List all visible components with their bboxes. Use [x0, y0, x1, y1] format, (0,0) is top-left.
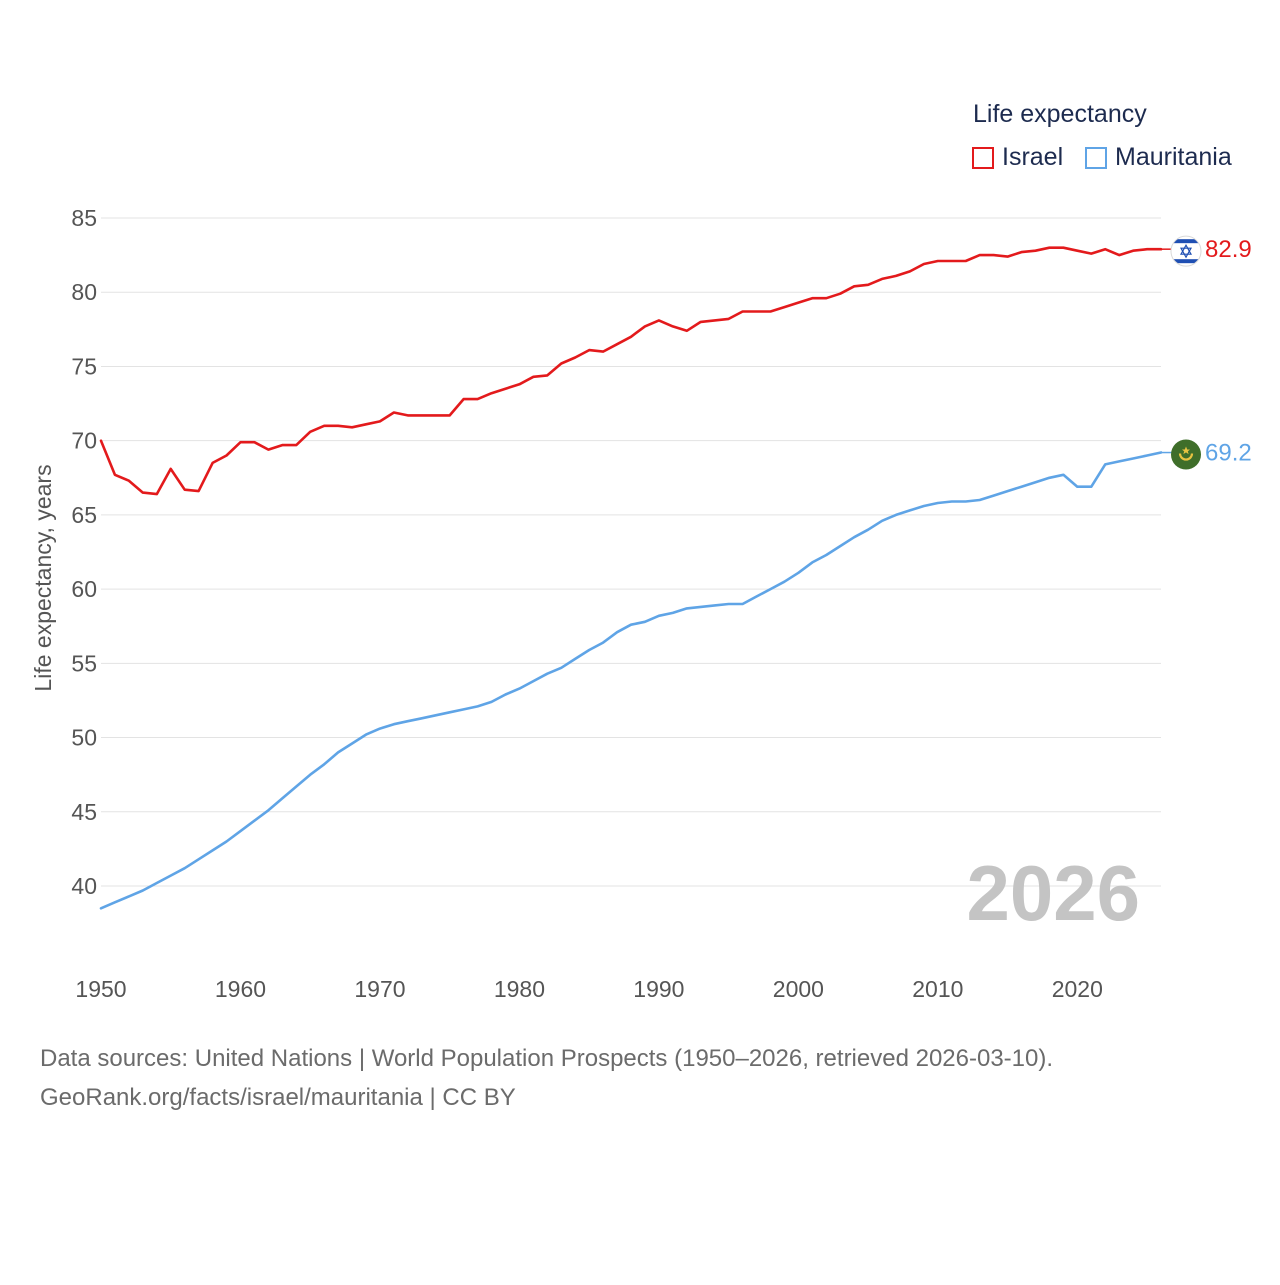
x-tick-label: 1990: [633, 976, 684, 1002]
y-tick-label: 45: [71, 799, 97, 825]
y-tick-label: 55: [71, 650, 97, 676]
x-tick-label: 1970: [354, 976, 405, 1002]
legend-title: Life expectancy: [973, 100, 1147, 128]
x-tick-label: 1980: [494, 976, 545, 1002]
y-tick-label: 75: [71, 353, 97, 379]
footer-credit[interactable]: GeoRank.org/facts/israel/mauritania | CC…: [40, 1084, 516, 1111]
legend-label-israel: Israel: [1002, 143, 1064, 171]
year-watermark: 2026: [966, 849, 1140, 937]
y-tick-label: 80: [71, 279, 97, 305]
legend-swatch-mauritania: [1085, 146, 1107, 169]
y-axis-label: Life expectancy, years: [30, 464, 56, 691]
end-value-label-israel: 82.9: [1205, 236, 1252, 263]
y-tick-label: 60: [71, 576, 97, 602]
legend-label-mauritania: Mauritania: [1115, 143, 1232, 171]
israel-flag-icon: [1170, 235, 1202, 267]
footer-sources: Data sources: United Nations | World Pop…: [40, 1045, 1054, 1072]
x-tick-label: 1960: [215, 976, 266, 1002]
x-tick-label: 2000: [773, 976, 824, 1002]
y-tick-label: 85: [71, 205, 97, 231]
x-axis-ticks: 1950 1960 1970 1980 1990 2000 2010 2020: [75, 976, 1102, 1002]
grid: [101, 217, 1161, 887]
y-tick-label: 70: [71, 428, 97, 454]
y-tick-label: 50: [71, 725, 97, 751]
legend-item-israel[interactable]: Israel: [972, 143, 1063, 172]
series-line-israel[interactable]: [99, 246, 1163, 496]
x-tick-label: 1950: [75, 976, 126, 1002]
x-tick-label: 2010: [912, 976, 963, 1002]
series-line-mauritania[interactable]: [99, 451, 1163, 910]
y-tick-label: 40: [71, 873, 97, 899]
y-tick-label: 65: [71, 502, 97, 528]
x-tick-label: 2020: [1052, 976, 1103, 1002]
end-value-label-mauritania: 69.2: [1205, 440, 1252, 467]
series: [99, 246, 1163, 910]
end-labels: 82.9 69.2: [1161, 235, 1252, 470]
mauritania-flag-icon: [1171, 439, 1201, 470]
y-axis-ticks: 40 45 50 55 60 65 70 75 80 85: [71, 205, 97, 899]
legend-swatch-israel: [972, 146, 994, 169]
legend-item-mauritania[interactable]: Mauritania: [1085, 143, 1232, 172]
